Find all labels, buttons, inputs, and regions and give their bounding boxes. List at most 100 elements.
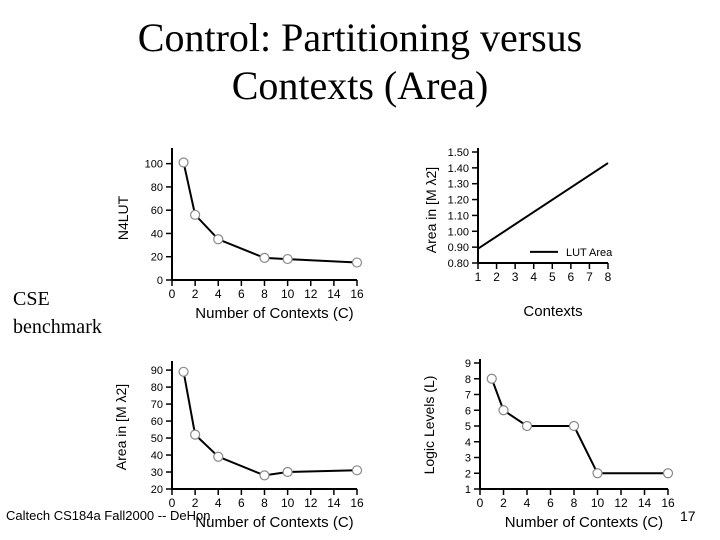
x-tick-label: 2 [192,287,199,301]
y-tick-label: 1.50 [448,147,469,159]
y-tick-label: 80 [151,182,163,194]
benchmark-label-line-2: benchmark [13,316,102,338]
x-tick-label: 4 [215,496,222,510]
y-tick-label: 1.20 [448,195,469,207]
y-tick-label: 60 [151,416,163,428]
x-tick-label: 14 [638,496,652,510]
y-tick-label: 3 [465,453,471,465]
x-tick-label: 4 [524,496,531,510]
x-tick-label: 10 [591,496,605,510]
y-axis-label: N4LUT [115,195,131,240]
x-tick-label: 7 [586,270,593,284]
x-tick-label: 12 [304,496,318,510]
y-tick-label: 1.10 [448,210,469,222]
y-tick-label: 40 [151,450,163,462]
y-tick-label: 5 [465,421,471,433]
y-tick-label: 4 [465,437,471,449]
x-tick-label: 10 [281,496,295,510]
y-tick-label: 20 [151,484,163,496]
x-axis-label: Number of Contexts (C) [505,514,663,531]
x-tick-label: 5 [549,270,556,284]
data-point [259,252,270,263]
legend-label: LUT Area [566,247,613,259]
slide-title: Control: Partitioning versus Contexts (A… [60,14,660,110]
x-tick-label: 2 [500,496,507,510]
data-point [259,470,270,481]
data-point [190,209,201,220]
x-tick-label: 12 [304,287,318,301]
page-number: 17 [680,508,696,524]
title-line-2: Contexts (Area) [231,63,489,108]
data-point [178,157,189,168]
y-axis-label: Area in [M λ2] [423,167,439,253]
x-axis-label: Contexts [523,303,582,320]
y-tick-label: 1 [465,484,471,496]
x-tick-label: 4 [530,270,537,284]
x-axis-label: Number of Contexts (C) [195,305,353,322]
y-tick-label: 100 [145,159,163,171]
x-tick-label: 1 [475,270,482,284]
y-tick-label: 0.90 [448,242,469,254]
x-tick-label: 16 [350,496,364,510]
series-line [182,371,358,477]
y-tick-label: 30 [151,467,163,479]
data-point [592,468,603,479]
x-tick-label: 6 [568,270,575,284]
y-tick-label: 2 [465,468,471,480]
y-tick-label: 6 [465,405,471,417]
data-point [190,429,201,440]
y-tick-label: 0 [157,275,163,287]
benchmark-label: CSE benchmark [13,285,102,341]
y-tick-label: 7 [465,390,471,402]
footer-credit: Caltech CS184a Fall2000 -- DeHon [6,508,211,523]
series-line [477,162,609,250]
y-axis-label: Logic Levels (L) [421,376,437,475]
data-point [351,257,363,268]
y-tick-label: 40 [151,228,163,240]
x-axis-label: Number of Contexts (C) [195,514,353,531]
y-tick-label: 90 [151,365,163,377]
x-tick-label: 0 [169,287,176,301]
data-point [521,420,533,432]
y-axis-label: Area in [M λ2] [113,384,129,470]
x-tick-label: 6 [238,287,245,301]
data-point [662,468,674,479]
data-point [498,405,509,416]
x-tick-label: 0 [477,496,484,510]
x-tick-label: 3 [512,270,519,284]
x-tick-label: 0 [169,496,176,510]
y-tick-label: 70 [151,399,163,411]
x-tick-label: 2 [192,496,199,510]
x-tick-label: 8 [605,270,612,284]
x-tick-label: 8 [261,287,268,301]
y-tick-label: 1.40 [448,163,469,175]
data-point [178,366,189,377]
data-point [213,234,224,245]
x-tick-label: 12 [614,496,628,510]
x-tick-label: 2 [493,270,500,284]
x-tick-label: 6 [238,496,245,510]
x-tick-label: 16 [350,287,364,301]
data-point [486,373,497,384]
x-tick-label: 10 [281,287,295,301]
x-tick-label: 14 [327,287,341,301]
benchmark-label-line-1: CSE [13,288,50,310]
y-tick-label: 60 [151,205,163,217]
chart-area-vs-contexts: 20 30 40 50 60 70 80 90 0 2 4 6 8 10 12 14 16 Number of C… [113,361,364,531]
data-point [213,451,224,462]
series-line [490,378,668,475]
chart-lut-area-vs-contexts: 0.80 0.90 1.00 1.10 1.20 1.30 1.40 1.50 1 2 3 4 5 6 7 8… [423,147,613,320]
x-tick-label: 14 [327,496,341,510]
y-tick-label: 8 [465,374,471,386]
y-tick-label: 1.30 [448,179,469,191]
data-point [282,466,293,478]
x-tick-label: 6 [547,496,554,510]
y-tick-label: 0.80 [448,258,469,270]
data-point [282,253,293,265]
x-tick-label: 4 [215,287,222,301]
data-point [351,465,363,476]
series-line [182,162,358,264]
y-tick-label: 20 [151,252,163,264]
data-point [568,420,580,432]
